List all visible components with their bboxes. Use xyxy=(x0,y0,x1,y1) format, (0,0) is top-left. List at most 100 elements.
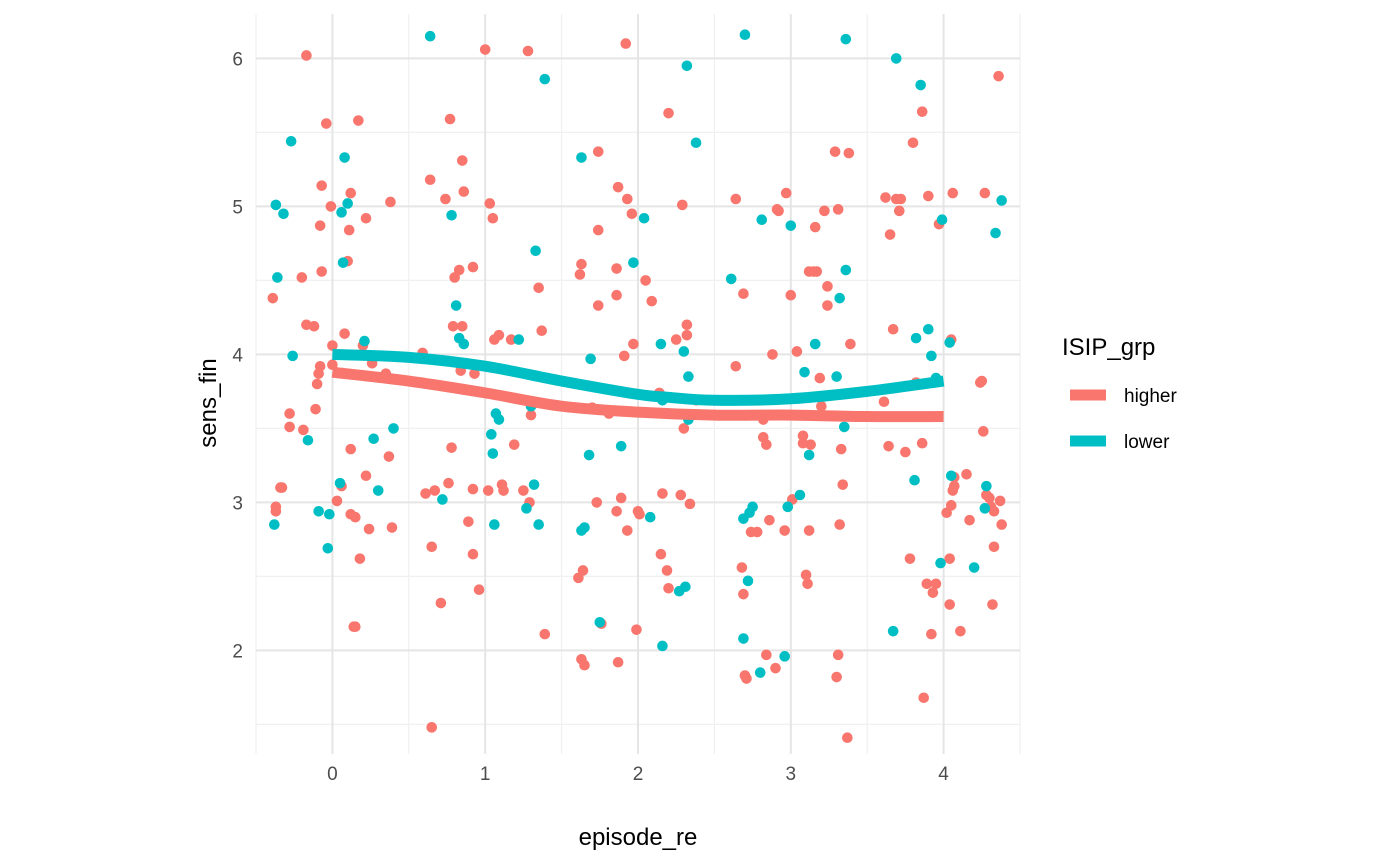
point-lower xyxy=(337,257,349,268)
point-higher xyxy=(473,584,485,596)
point-higher xyxy=(843,147,855,159)
point-lower xyxy=(945,470,957,482)
point-higher xyxy=(429,485,441,496)
point-lower xyxy=(594,616,606,628)
point-higher xyxy=(904,553,916,564)
smooth-line-lower xyxy=(332,348,945,406)
point-higher xyxy=(592,300,604,311)
legend-key-point-higher xyxy=(1082,389,1094,401)
point-higher xyxy=(945,500,957,511)
point-higher xyxy=(741,673,752,684)
point-lower xyxy=(322,542,334,554)
point-higher xyxy=(353,115,364,126)
x-tick-label: 1 xyxy=(480,764,491,785)
point-higher xyxy=(385,196,396,208)
point-higher xyxy=(730,193,742,205)
point-higher xyxy=(536,325,548,337)
point-higher xyxy=(832,204,844,215)
point-higher xyxy=(622,525,633,536)
point-lower xyxy=(583,449,595,461)
point-lower xyxy=(840,264,852,276)
point-higher xyxy=(574,269,586,280)
point-higher xyxy=(592,224,604,236)
point-higher xyxy=(834,519,845,530)
point-higher xyxy=(424,174,436,186)
point-higher xyxy=(678,423,690,434)
point-higher xyxy=(988,541,1000,553)
point-lower xyxy=(909,474,920,486)
point-higher xyxy=(443,477,454,489)
point-lower xyxy=(834,292,845,304)
point-higher xyxy=(835,443,847,455)
point-lower xyxy=(285,135,297,147)
point-higher xyxy=(350,511,361,523)
point-lower xyxy=(680,581,691,593)
point-higher xyxy=(591,497,603,508)
point-higher xyxy=(907,137,919,149)
point-higher xyxy=(809,221,821,233)
point-lower xyxy=(779,651,790,662)
point-lower xyxy=(981,480,992,492)
x-tick-label: 0 xyxy=(327,764,338,785)
x-axis-title: episode_re xyxy=(579,824,698,851)
point-higher xyxy=(773,205,784,217)
point-lower xyxy=(513,334,525,345)
point-higher xyxy=(878,396,890,408)
point-lower xyxy=(644,511,656,523)
point-lower xyxy=(979,503,991,514)
point-lower xyxy=(840,33,852,45)
point-lower xyxy=(996,195,1007,206)
point-higher xyxy=(533,282,544,294)
legend-key-point-lower xyxy=(1082,435,1094,447)
point-higher xyxy=(681,329,693,341)
point-lower xyxy=(739,29,751,41)
point-higher xyxy=(518,485,529,496)
point-higher xyxy=(770,662,781,674)
point-higher xyxy=(955,625,966,637)
point-higher xyxy=(612,656,624,668)
point-higher xyxy=(994,495,1006,507)
point-lower xyxy=(794,489,806,501)
point-higher xyxy=(525,409,537,421)
legend-label-lower: lower xyxy=(1124,432,1170,453)
point-higher xyxy=(612,181,624,193)
point-higher xyxy=(767,349,778,360)
point-lower xyxy=(615,440,627,452)
point-higher xyxy=(493,329,505,341)
y-tick-label: 6 xyxy=(232,49,243,70)
point-higher xyxy=(426,722,438,733)
point-lower xyxy=(334,477,346,489)
point-higher xyxy=(444,113,456,125)
smooth-line-higher xyxy=(331,366,944,423)
point-lower xyxy=(458,338,470,350)
point-higher xyxy=(498,485,509,496)
point-higher xyxy=(677,199,688,211)
point-lower xyxy=(926,350,937,362)
point-lower xyxy=(831,371,842,382)
point-lower xyxy=(678,346,690,357)
point-lower xyxy=(533,519,544,530)
point-lower xyxy=(935,557,946,569)
point-higher xyxy=(802,578,813,590)
point-lower xyxy=(336,207,347,218)
point-lower xyxy=(638,212,650,224)
point-higher xyxy=(923,190,934,202)
y-tick-label: 2 xyxy=(232,641,243,662)
y-axis-title: sens_fin xyxy=(195,358,222,447)
point-lower xyxy=(342,198,353,209)
point-lower xyxy=(585,353,596,365)
point-higher xyxy=(646,295,658,307)
point-lower xyxy=(486,429,497,440)
point-lower xyxy=(450,300,462,311)
point-lower xyxy=(628,257,639,268)
point-higher xyxy=(779,525,790,536)
point-higher xyxy=(327,340,338,351)
point-lower xyxy=(530,245,541,257)
point-lower xyxy=(655,338,667,350)
point-higher xyxy=(681,319,693,331)
point-higher xyxy=(976,375,988,387)
point-higher xyxy=(930,578,942,590)
point-higher xyxy=(948,480,960,492)
point-lower xyxy=(915,79,926,91)
point-higher xyxy=(978,426,989,437)
